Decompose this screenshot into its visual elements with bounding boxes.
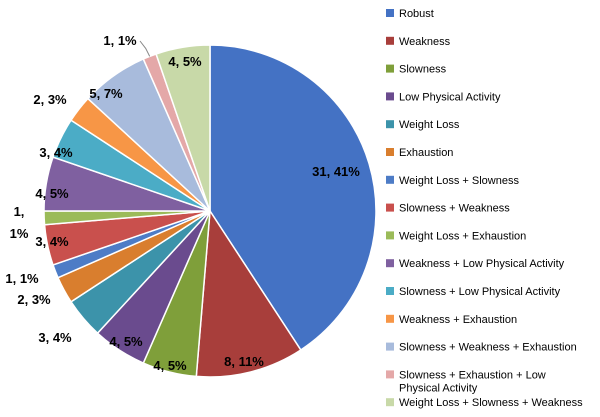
legend-label: Weight Loss + Slowness bbox=[399, 175, 519, 187]
slice-data-label: 3, 4% bbox=[38, 330, 72, 345]
legend-label: Exhaustion bbox=[399, 147, 453, 159]
legend-item: Weakness + Exhaustion bbox=[386, 314, 517, 326]
legend-swatch bbox=[386, 9, 394, 17]
legend-item: Exhaustion bbox=[386, 147, 453, 159]
slice-data-label: 4, 5% bbox=[153, 358, 187, 373]
legend-swatch bbox=[386, 398, 394, 407]
slice-data-label: 5, 7% bbox=[89, 86, 123, 101]
slice-data-label: 1, 1% bbox=[10, 204, 29, 241]
legend-label: Robust bbox=[399, 8, 434, 20]
legend-item: Slowness + Exhaustion + Low Physical Acti… bbox=[386, 369, 546, 394]
legend-swatch bbox=[386, 92, 394, 101]
legend-label: Weakness + Exhaustion bbox=[399, 314, 517, 326]
slice-data-label: 4, 5% bbox=[109, 334, 143, 349]
slice-data-label: 3, 4% bbox=[35, 234, 69, 249]
legend-swatch bbox=[386, 314, 394, 323]
legend-label: Slowness + Weakness + Exhaustion bbox=[399, 342, 577, 354]
legend-item: Weight Loss + Slowness bbox=[386, 175, 519, 187]
legend-swatch bbox=[386, 342, 394, 351]
slice-data-label: 8, 11% bbox=[224, 354, 264, 369]
legend-label: Slowness + Weakness bbox=[399, 203, 510, 215]
legend-swatch bbox=[386, 64, 394, 73]
legend-swatch bbox=[386, 148, 394, 156]
legend-label: Weight Loss + Exhaustion bbox=[399, 230, 526, 242]
legend-swatch bbox=[386, 231, 394, 240]
legend-item: Weakness + Low Physical Activity bbox=[386, 258, 565, 270]
legend-label: Weakness + Low Physical Activity bbox=[399, 258, 565, 270]
legend-item: Robust bbox=[386, 8, 434, 20]
slice-data-label: 31, 41% bbox=[312, 164, 360, 179]
slice-data-label: 2, 3% bbox=[17, 292, 51, 307]
legend-item: Slowness + Low Physical Activity bbox=[386, 286, 561, 298]
slice-data-label: 1, 1% bbox=[5, 271, 39, 286]
legend-swatch bbox=[386, 203, 394, 212]
legend-item: Weight Loss + Exhaustion bbox=[386, 230, 526, 242]
pie-slice-weight-loss-slowness-weakness bbox=[155, 44, 211, 212]
legend-label: Weight Loss bbox=[399, 119, 460, 131]
legend: Robust Weakness Slowness Low Physical Activ… bbox=[386, 8, 583, 409]
slice-data-label: 1, 1% bbox=[103, 33, 137, 48]
pie-slices bbox=[43, 44, 377, 378]
legend-swatch bbox=[386, 259, 394, 268]
slice-data-label: 4, 5% bbox=[35, 186, 69, 201]
legend-item: Slowness + Weakness + Exhaustion bbox=[386, 342, 577, 354]
slice-data-label: 4, 5% bbox=[168, 54, 202, 69]
legend-label: Weight Loss + Slowness + Weakness bbox=[399, 397, 583, 409]
legend-item: Slowness bbox=[386, 64, 447, 76]
legend-item: Low Physical Activity bbox=[386, 91, 501, 103]
legend-item: Weight Loss bbox=[386, 119, 460, 131]
data-labels: 31, 41% 8, 11% 4, 5% 4, 5% 3, 4% 2, 3% 1, 1% 3,… bbox=[5, 33, 360, 373]
legend-swatch bbox=[386, 120, 394, 129]
legend-item: Slowness + Weakness bbox=[386, 203, 510, 215]
slice-data-label: 2, 3% bbox=[33, 92, 67, 107]
legend-swatch bbox=[386, 175, 394, 184]
legend-label: Slowness + Low Physical Activity bbox=[399, 286, 561, 298]
slice-data-label: 3, 4% bbox=[39, 145, 73, 160]
legend-label: Slowness bbox=[399, 64, 447, 76]
legend-swatch bbox=[386, 370, 394, 379]
legend-swatch bbox=[386, 36, 394, 45]
legend-item: Weight Loss + Slowness + Weakness bbox=[386, 397, 583, 409]
legend-item: Weakness bbox=[386, 36, 451, 48]
leader-line bbox=[139, 40, 151, 57]
legend-label: Low Physical Activity bbox=[399, 91, 501, 103]
legend-swatch bbox=[386, 287, 394, 295]
legend-label: Weakness bbox=[399, 36, 451, 48]
pie-slice-weakness bbox=[195, 208, 302, 378]
leader-lines bbox=[139, 40, 151, 57]
legend-label: Slowness + Exhaustion + Low Physical Acti… bbox=[399, 369, 546, 394]
